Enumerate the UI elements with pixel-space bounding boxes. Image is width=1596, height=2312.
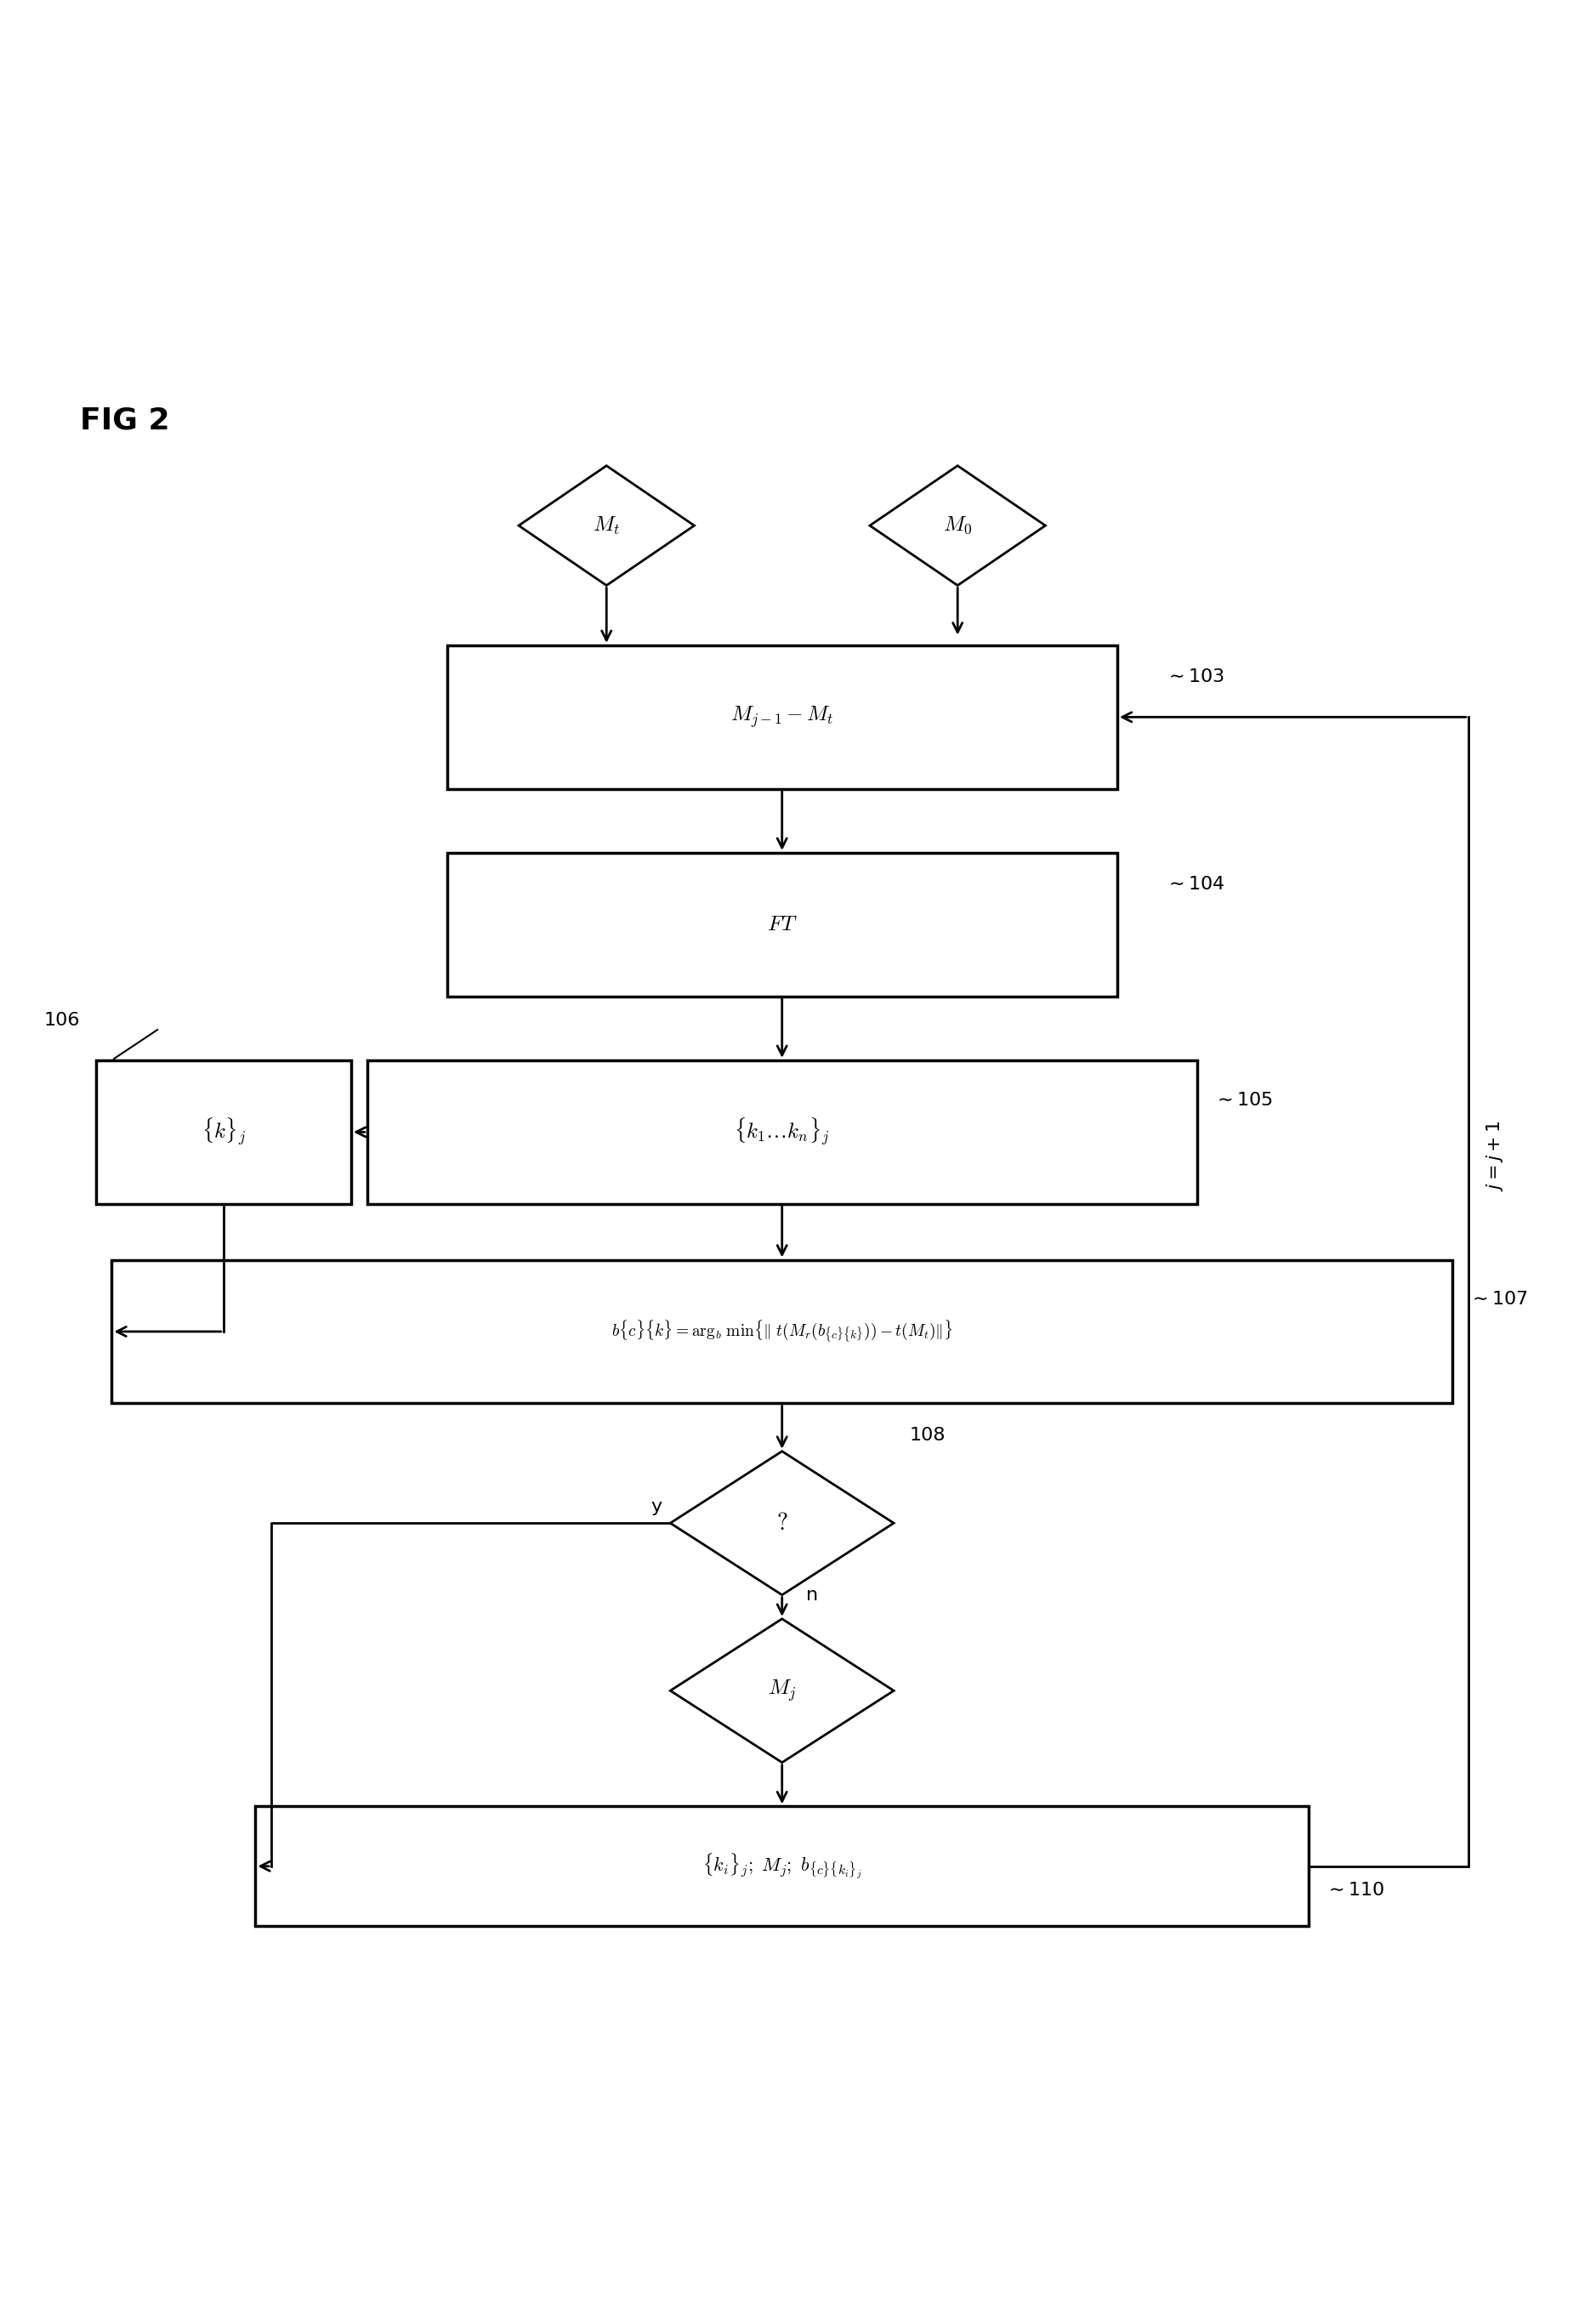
Text: y: y — [651, 1498, 662, 1517]
Text: $\{k\}_j$: $\{k\}_j$ — [201, 1117, 246, 1147]
Text: $\sim$103: $\sim$103 — [1165, 668, 1224, 687]
Text: $\{k_1 \ldots k_n\}_j$: $\{k_1 \ldots k_n\}_j$ — [734, 1117, 830, 1147]
Text: $M_t$: $M_t$ — [592, 516, 621, 536]
Text: $b\{c\}\{k\} = \mathrm{arg}_b\ \min\{\|\ \mathit{t}(M_r(b_{\{c\}\{k\}})) - \math: $b\{c\}\{k\} = \mathrm{arg}_b\ \min\{\|\… — [611, 1318, 953, 1346]
Text: $\sim$110: $\sim$110 — [1325, 1882, 1384, 1898]
Text: 108: 108 — [910, 1427, 946, 1443]
Text: $j = j+1$: $j = j+1$ — [1484, 1121, 1505, 1191]
Text: 106: 106 — [43, 1013, 80, 1029]
Text: $\sim$105: $\sim$105 — [1213, 1091, 1272, 1110]
Text: $\sim$107: $\sim$107 — [1468, 1290, 1527, 1309]
Text: $M_{j-1} - M_t$: $M_{j-1} - M_t$ — [731, 705, 833, 731]
Text: $FT$: $FT$ — [766, 913, 798, 934]
Text: $M_j$: $M_j$ — [768, 1679, 796, 1704]
Text: $M_0$: $M_0$ — [943, 516, 972, 536]
Text: FIG 2: FIG 2 — [80, 407, 169, 435]
Text: $?$: $?$ — [776, 1512, 788, 1535]
Text: $\{k_i\}_j;\ M_j;\ b_{\{c\}\{k_i\}_j}$: $\{k_i\}_j;\ M_j;\ b_{\{c\}\{k_i\}_j}$ — [702, 1852, 862, 1882]
Text: n: n — [806, 1586, 819, 1605]
Text: $\sim$104: $\sim$104 — [1165, 876, 1226, 892]
